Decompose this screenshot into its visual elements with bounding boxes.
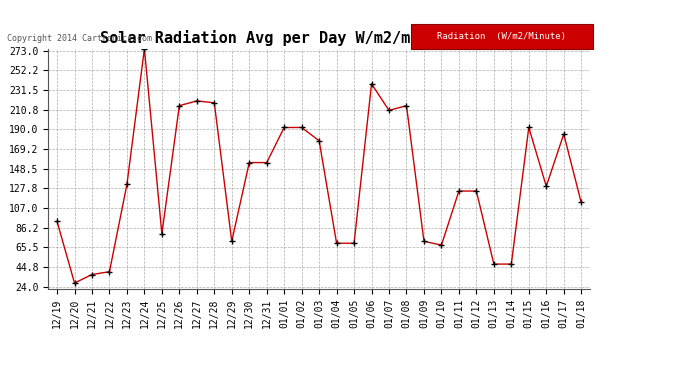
Text: Copyright 2014 Cartronics.com: Copyright 2014 Cartronics.com bbox=[7, 34, 152, 43]
Text: Radiation  (W/m2/Minute): Radiation (W/m2/Minute) bbox=[437, 32, 566, 41]
Title: Solar Radiation Avg per Day W/m2/minute 20140118: Solar Radiation Avg per Day W/m2/minute … bbox=[100, 30, 538, 46]
